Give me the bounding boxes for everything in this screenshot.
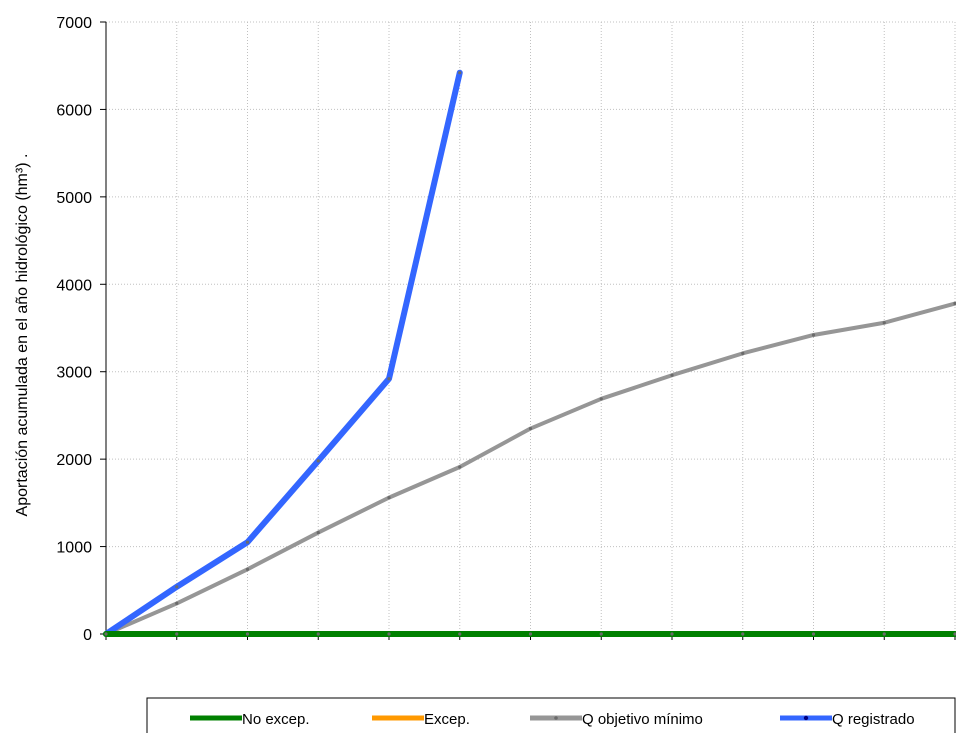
- data-point-q-registrado: [316, 459, 320, 463]
- data-point-q-registrado: [245, 540, 250, 544]
- data-point-q-objetivo-m-nimo: [387, 496, 391, 500]
- data-point-q-registrado: [175, 585, 179, 589]
- legend-marker-q-registrado: [803, 715, 809, 721]
- data-point-no-excep: [387, 632, 391, 636]
- data-point-q-registrado: [458, 71, 462, 75]
- data-point-no-excep: [811, 632, 816, 636]
- data-point-no-excep: [882, 632, 886, 636]
- y-tick-label: 0: [83, 627, 92, 644]
- legend-label-excep: Excep.: [424, 711, 470, 728]
- data-point-q-objetivo-m-nimo: [245, 567, 250, 571]
- data-point-no-excep: [316, 632, 320, 636]
- data-point-no-excep: [599, 632, 603, 636]
- data-point-q-objetivo-m-nimo: [458, 465, 462, 469]
- data-point-no-excep: [670, 632, 674, 636]
- data-point-q-objetivo-m-nimo: [599, 397, 603, 401]
- data-point-q-objetivo-m-nimo: [528, 426, 533, 431]
- data-point-no-excep: [458, 632, 462, 636]
- data-point-q-objetivo-m-nimo: [953, 301, 956, 306]
- y-tick-label: 5000: [56, 190, 92, 207]
- y-axis-title: Aportación acumulada en el año hidrológi…: [14, 154, 31, 517]
- series-line-q-registrado: [103, 69, 463, 637]
- data-point-no-excep: [104, 632, 108, 636]
- y-tick-label: 4000: [56, 277, 92, 294]
- legend-label-q-objetivo-m-nimo: Q objetivo mínimo: [582, 711, 703, 728]
- legend-label-q-registrado: Q registrado: [832, 711, 915, 728]
- series-line-q-objetivo-m-nimo: [104, 301, 956, 636]
- data-point-no-excep: [175, 632, 179, 636]
- y-tick-label: 3000: [56, 365, 92, 382]
- data-point-no-excep: [741, 632, 745, 636]
- data-point-q-registrado: [387, 377, 391, 381]
- series-lines: [103, 69, 956, 637]
- data-point-no-excep: [245, 632, 250, 636]
- data-point-q-objetivo-m-nimo: [741, 351, 745, 355]
- y-tick-label: 1000: [56, 540, 92, 557]
- data-point-q-objetivo-m-nimo: [811, 333, 816, 337]
- y-tick-label: 6000: [56, 102, 92, 119]
- y-tick-label: 7000: [56, 15, 92, 32]
- data-point-q-objetivo-m-nimo: [175, 601, 179, 606]
- data-point-no-excep: [528, 632, 533, 636]
- y-tick-labels: 0 1000 2000 3000 4000 5000 6000 7000: [56, 15, 92, 644]
- legend-label-no-excep: No excep.: [242, 711, 310, 728]
- legend: No excep. Excep. Q objetivo mínimo Q regist…: [146, 697, 956, 733]
- data-point-q-objetivo-m-nimo: [882, 321, 886, 325]
- legend-marker-q-objetivo-m-nimo: [554, 716, 558, 720]
- data-point-no-excep: [953, 632, 956, 636]
- data-point-q-objetivo-m-nimo: [316, 530, 320, 535]
- grid-lines: [106, 21, 956, 634]
- data-point-q-objetivo-m-nimo: [670, 373, 674, 377]
- y-tick-label: 2000: [56, 452, 92, 469]
